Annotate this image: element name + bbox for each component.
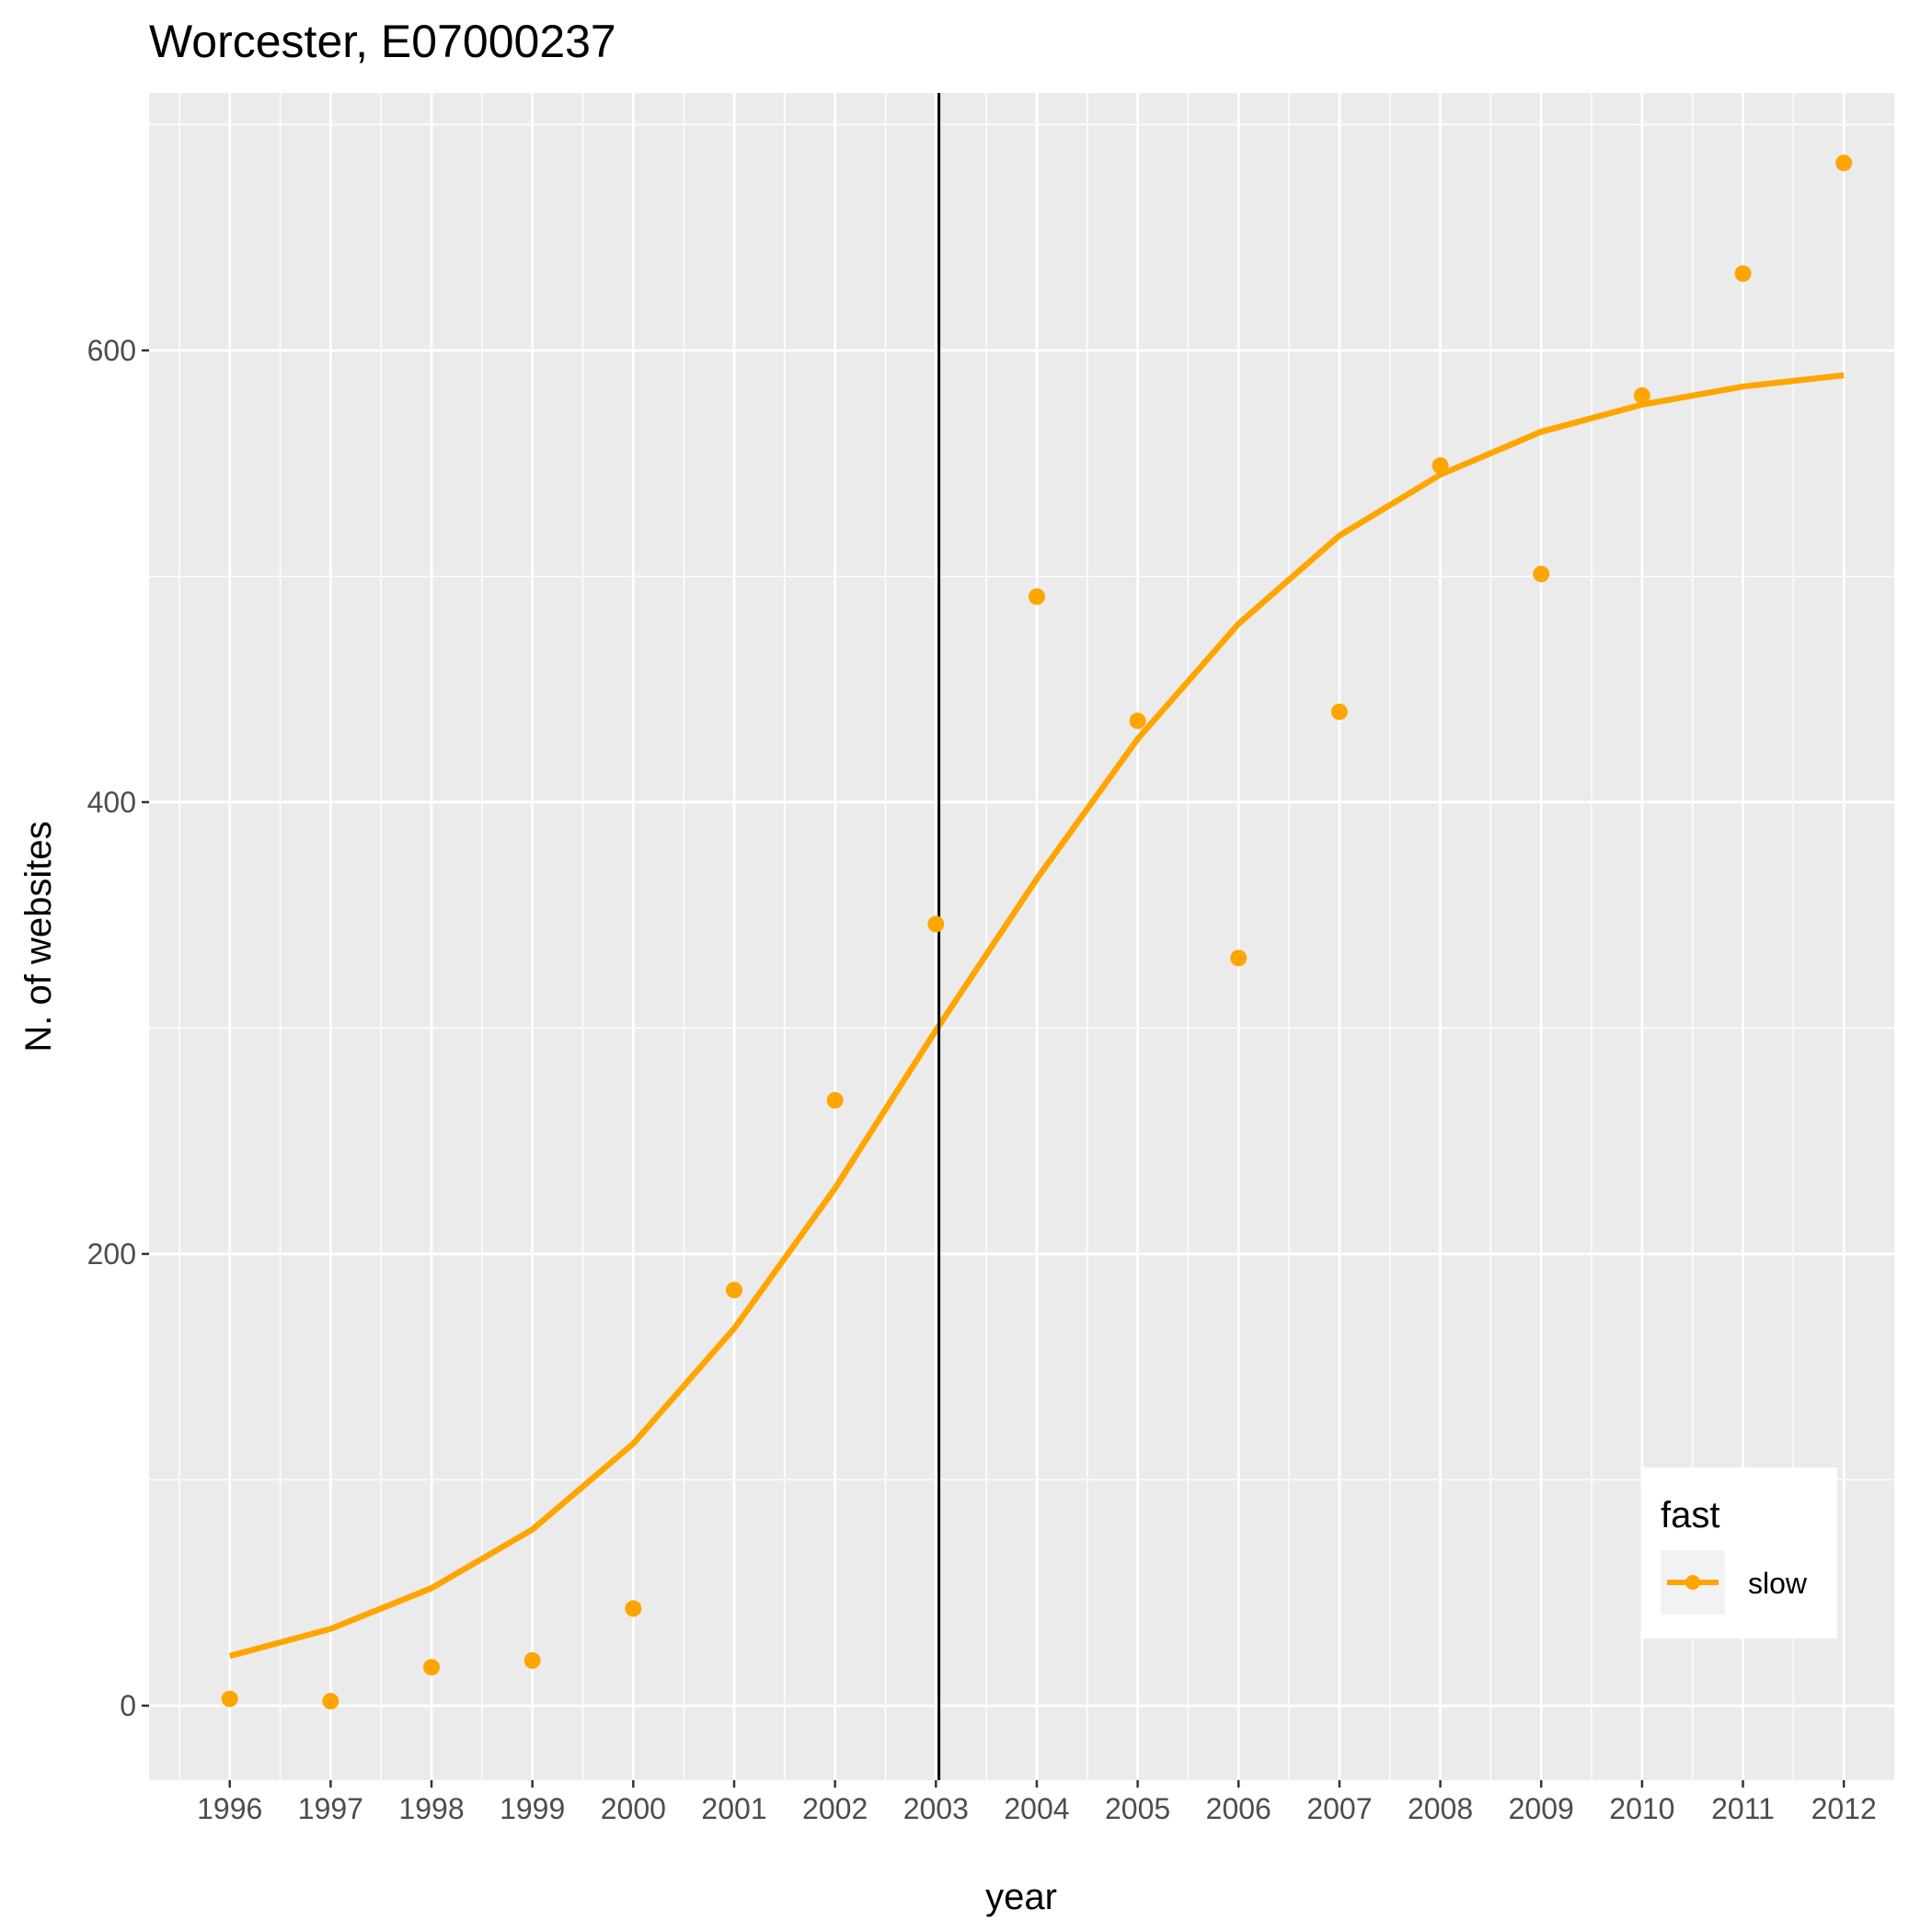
y-tick-label: 0	[120, 1689, 136, 1722]
data-point	[625, 1600, 642, 1617]
data-point	[1432, 457, 1449, 475]
x-tick-label: 2011	[1711, 1792, 1775, 1825]
legend-key-point	[1685, 1575, 1700, 1590]
x-tick-label: 2010	[1609, 1792, 1674, 1825]
data-point	[826, 1091, 844, 1109]
data-point	[1028, 588, 1045, 605]
plot-panel	[149, 93, 1894, 1780]
x-tick-label: 2004	[1004, 1792, 1069, 1825]
grid-layer	[149, 93, 1894, 1780]
legend-label-slow: slow	[1748, 1567, 1808, 1600]
data-point	[1533, 565, 1550, 582]
points-layer	[221, 155, 1853, 1710]
x-tick-label: 2003	[903, 1792, 969, 1825]
x-tick-label: 2012	[1811, 1792, 1877, 1825]
x-tick-label: 1998	[398, 1792, 464, 1825]
legend: fast slow	[1642, 1467, 1837, 1639]
legend-title: fast	[1661, 1495, 1719, 1535]
x-axis: 1996 1997 1998 1999 2000 2001 2002 2003 2004 2005…	[197, 1780, 1877, 1825]
data-point	[1835, 155, 1853, 172]
y-tick-label: 200	[87, 1237, 136, 1271]
data-point	[423, 1659, 441, 1676]
x-tick-label: 2001	[701, 1792, 766, 1825]
x-tick-label: 1999	[500, 1792, 565, 1825]
x-tick-label: 1996	[197, 1792, 262, 1825]
data-point	[1129, 712, 1146, 730]
data-point	[1330, 703, 1348, 720]
x-tick-label: 2009	[1509, 1792, 1574, 1825]
x-tick-label: 2007	[1306, 1792, 1372, 1825]
y-axis-title: N. of websites	[18, 821, 59, 1052]
data-point	[1633, 386, 1650, 404]
x-tick-label: 2000	[601, 1792, 666, 1825]
data-point	[221, 1690, 238, 1708]
data-point	[322, 1693, 339, 1710]
chart-title: Worcester, E07000237	[149, 16, 616, 67]
fitted-line-layer	[228, 372, 1845, 1660]
data-point	[1230, 949, 1248, 967]
x-axis-title: year	[985, 1877, 1057, 1917]
y-tick-label: 400	[87, 786, 136, 819]
data-point	[1734, 265, 1752, 282]
data-point	[523, 1651, 541, 1669]
data-point	[927, 915, 945, 933]
x-tick-label: 2005	[1105, 1792, 1170, 1825]
x-tick-label: 2002	[802, 1792, 868, 1825]
fitted-line-slow	[228, 372, 1845, 1660]
data-point	[725, 1282, 742, 1299]
y-tick-label: 600	[87, 334, 136, 367]
x-tick-label: 2006	[1206, 1792, 1271, 1825]
x-tick-label: 2008	[1408, 1792, 1473, 1825]
y-axis: 0 200 400 600	[87, 334, 149, 1722]
x-tick-label: 1997	[298, 1792, 363, 1825]
